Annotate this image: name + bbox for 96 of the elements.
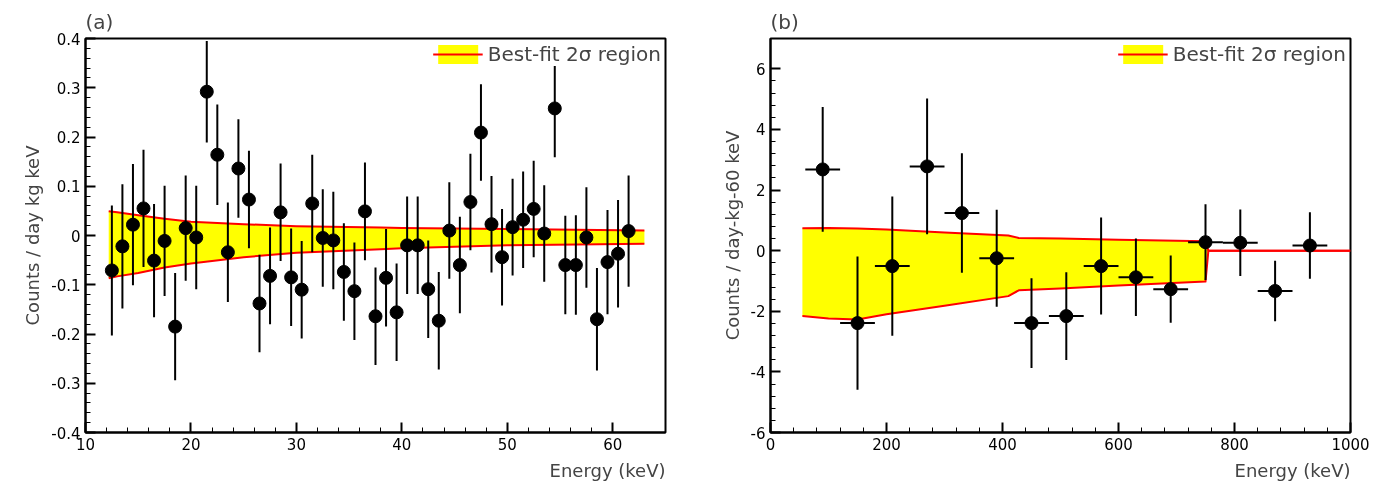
point	[199, 84, 214, 99]
point	[379, 270, 394, 285]
point	[989, 251, 1004, 266]
point	[315, 230, 330, 245]
x-tick-label: 1000	[1331, 435, 1370, 454]
point	[885, 259, 900, 274]
point	[147, 253, 162, 268]
y-tick-label: 0.2	[56, 129, 81, 147]
point	[611, 246, 626, 261]
point	[1302, 238, 1317, 253]
y-tick-label: -6	[750, 424, 766, 443]
point	[505, 220, 520, 235]
point	[220, 245, 235, 260]
point	[815, 162, 830, 177]
point	[389, 305, 404, 320]
y-tick-label: 0.1	[56, 178, 81, 197]
y-axis-title: Counts / day kg keV	[22, 144, 44, 326]
point	[1163, 282, 1178, 297]
y-tick-label: -4	[750, 363, 766, 382]
point	[1198, 235, 1213, 250]
point	[579, 230, 594, 245]
point	[1059, 309, 1074, 324]
point	[473, 125, 488, 140]
y-tick-label: 0	[755, 242, 766, 261]
point	[273, 205, 288, 220]
y-tick-label: 0.3	[56, 79, 81, 98]
point	[1094, 259, 1109, 274]
point	[157, 233, 172, 248]
point	[210, 147, 225, 162]
point	[368, 309, 383, 324]
point	[537, 226, 552, 241]
y-tick-label: 0	[70, 227, 81, 246]
y-tick-label: -0.3	[51, 375, 81, 394]
legend-label: Best-fit 2σ region	[1172, 42, 1346, 66]
x-tick-label: 40	[392, 435, 412, 454]
chart-title: (b)	[770, 9, 799, 34]
x-axis-title: Energy (keV)	[549, 459, 666, 481]
point	[263, 268, 278, 283]
legend-label: Best-fit 2σ region	[487, 42, 661, 66]
x-tick-label: 20	[181, 435, 201, 454]
x-tick-label: 200	[872, 435, 901, 454]
point	[326, 233, 341, 248]
x-tick-label: 60	[603, 435, 623, 454]
point	[347, 284, 362, 299]
point	[526, 201, 541, 216]
point	[104, 263, 119, 278]
point	[621, 224, 636, 239]
y-tick-label: 2	[755, 182, 766, 201]
point	[115, 239, 130, 254]
point	[850, 316, 865, 331]
point	[547, 101, 562, 116]
y-tick-label: -0.1	[51, 276, 81, 295]
point	[1024, 316, 1039, 331]
point	[357, 204, 372, 219]
point	[410, 238, 425, 253]
point	[336, 264, 351, 279]
point	[920, 159, 935, 174]
y-tick-label: -0.2	[51, 326, 81, 344]
point	[294, 282, 309, 297]
point	[178, 221, 193, 236]
x-tick-label: 600	[1104, 435, 1133, 454]
point	[1128, 270, 1143, 285]
point	[1233, 235, 1248, 250]
point	[600, 255, 615, 270]
point	[168, 319, 183, 334]
y-tick-label: 4	[755, 121, 766, 140]
point	[495, 250, 510, 265]
point	[431, 313, 446, 328]
point	[589, 312, 604, 327]
point	[516, 212, 531, 227]
point	[241, 192, 256, 207]
point	[484, 217, 499, 232]
x-tick-label: 30	[286, 435, 306, 454]
y-tick-label: -2	[750, 303, 766, 322]
y-axis-title: Counts / day-kg-60 keV	[721, 129, 743, 341]
point	[421, 282, 436, 297]
point	[231, 161, 246, 176]
point	[284, 270, 299, 285]
x-tick-label: 800	[1220, 435, 1249, 454]
y-tick-label: 6	[755, 60, 766, 79]
point	[954, 206, 969, 221]
point	[305, 196, 320, 211]
point	[463, 195, 478, 209]
point	[252, 296, 267, 311]
point	[1268, 283, 1283, 298]
point	[189, 230, 204, 245]
point	[452, 258, 467, 273]
point	[442, 223, 457, 238]
y-tick-label: 0.4	[56, 30, 81, 49]
x-axis-title: Energy (keV)	[1234, 459, 1351, 481]
chart-title: (a)	[85, 9, 114, 34]
x-tick-label: 400	[988, 435, 1017, 454]
point	[125, 217, 140, 232]
x-tick-label: 50	[497, 435, 517, 454]
point	[568, 258, 583, 273]
point	[136, 201, 151, 216]
